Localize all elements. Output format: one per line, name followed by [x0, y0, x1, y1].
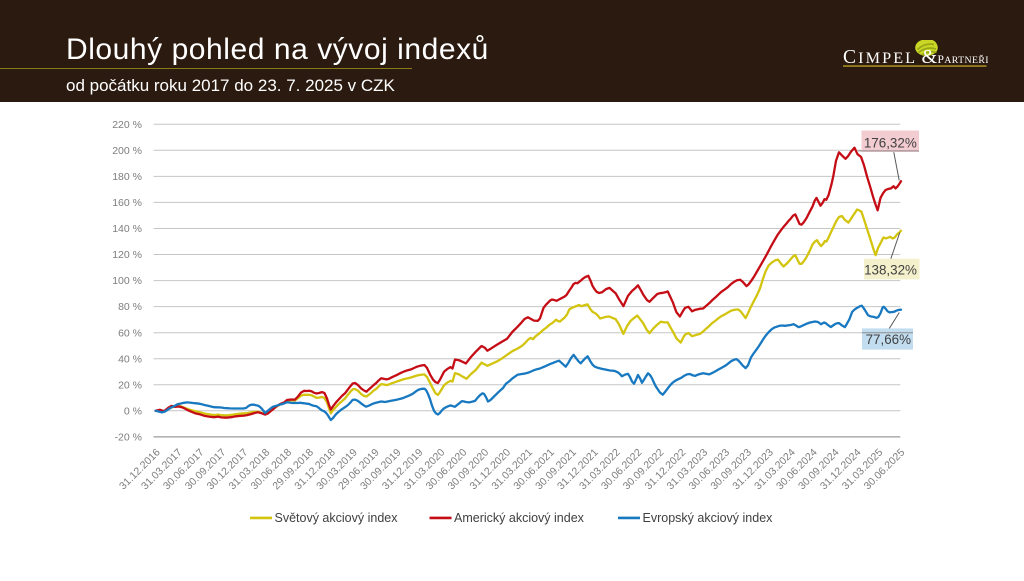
svg-text:140 %: 140 %: [112, 223, 142, 235]
svg-text:120 %: 120 %: [112, 249, 142, 261]
svg-text:CIMPEL: CIMPEL: [843, 47, 917, 68]
svg-text:Světový akciový index: Světový akciový index: [275, 511, 399, 525]
svg-text:60 %: 60 %: [118, 327, 142, 339]
svg-text:176,32%: 176,32%: [864, 135, 917, 150]
svg-text:Americký akciový index: Americký akciový index: [454, 511, 585, 525]
svg-text:180 %: 180 %: [112, 171, 142, 183]
svg-text:160 %: 160 %: [112, 197, 142, 209]
svg-text:77,66%: 77,66%: [866, 332, 912, 347]
svg-text:40 %: 40 %: [118, 353, 142, 365]
svg-text:0 %: 0 %: [124, 405, 142, 417]
svg-text:20 %: 20 %: [118, 379, 142, 391]
svg-text:138,32%: 138,32%: [864, 262, 917, 277]
svg-text:PARTNEŘI: PARTNEŘI: [938, 54, 989, 66]
svg-text:200 %: 200 %: [112, 145, 142, 157]
svg-text:100 %: 100 %: [112, 275, 142, 287]
svg-text:220 %: 220 %: [112, 119, 142, 131]
svg-text:80 %: 80 %: [118, 301, 142, 313]
svg-text:&: &: [922, 46, 938, 68]
svg-text:Evropský akciový index: Evropský akciový index: [643, 511, 774, 525]
svg-text:-20 %: -20 %: [115, 432, 142, 444]
